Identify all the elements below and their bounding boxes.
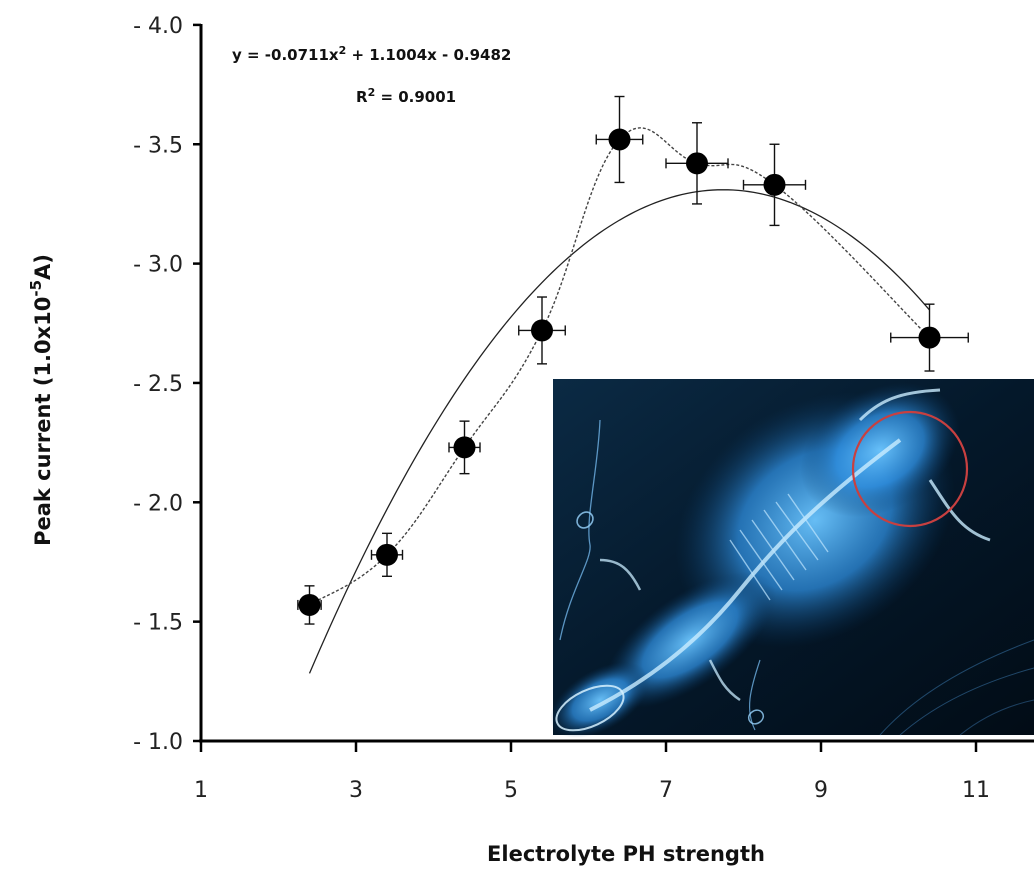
polynomial-trendline	[308, 189, 930, 674]
x-tick-label: 9	[814, 778, 828, 803]
data-point	[531, 319, 553, 342]
data-point	[298, 593, 321, 616]
x-tick-label: 11	[962, 778, 990, 803]
data-point	[763, 173, 786, 196]
y-tick-label: - 1.5	[133, 611, 183, 636]
smoothed-series-line	[309, 127, 930, 606]
highlight-circle	[851, 410, 969, 528]
y-axis-title: Peak current (1.0x10-5A)	[27, 254, 55, 546]
x-axis-ticks: 1 3 5 7 9 11	[194, 741, 990, 803]
y-tick-label: - 4.0	[133, 14, 183, 39]
xray-inset-image	[550, 379, 1034, 738]
y-tick-label: - 2.5	[133, 372, 183, 397]
data-point	[453, 436, 476, 459]
data-points	[298, 128, 941, 616]
x-tick-label: 5	[504, 778, 518, 803]
y-tick-label: - 2.0	[133, 491, 183, 516]
y-tick-label: - 1.0	[133, 730, 183, 755]
x-tick-label: 1	[194, 778, 208, 803]
x-tick-label: 7	[659, 778, 673, 803]
y-axis-ticks: - 1.0 - 1.5 - 2.0 - 2.5 - 3.0 - 3.5 - 4.0	[133, 14, 201, 755]
data-point	[686, 152, 708, 175]
data-point	[918, 326, 941, 349]
trendline-equation: y = -0.0711x2 + 1.1004x - 0.9482	[232, 44, 511, 64]
data-point	[376, 543, 398, 566]
x-axis-title: Electrolyte PH strength	[487, 842, 765, 866]
x-tick-label: 3	[349, 778, 363, 803]
data-point	[608, 128, 631, 151]
y-tick-label: - 3.0	[133, 253, 183, 278]
y-tick-label: - 3.5	[133, 133, 183, 158]
r-squared-label: R2 = 0.9001	[356, 86, 456, 106]
